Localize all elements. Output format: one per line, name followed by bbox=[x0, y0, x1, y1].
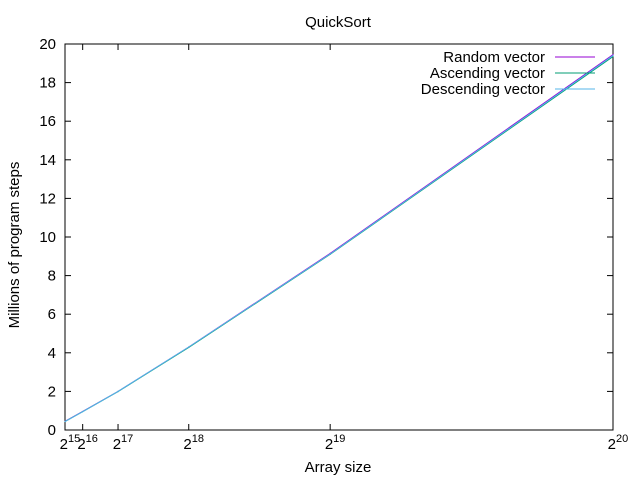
data-point bbox=[82, 411, 84, 413]
x-tick-base: 2 bbox=[60, 436, 68, 453]
x-tick-exponent: 20 bbox=[616, 433, 628, 445]
y-tick-label: 12 bbox=[39, 190, 56, 207]
x-tick-base: 2 bbox=[77, 436, 85, 453]
y-tick-label: 18 bbox=[39, 75, 56, 92]
x-tick-exponent: 17 bbox=[121, 433, 133, 445]
chart-title: QuickSort bbox=[305, 14, 372, 31]
y-tick-label: 6 bbox=[48, 306, 56, 323]
x-tick-label: 2 17 bbox=[113, 433, 134, 453]
x-tick-label: 2 18 bbox=[183, 433, 204, 453]
y-tick-label: 20 bbox=[39, 36, 56, 53]
data-point bbox=[329, 253, 331, 255]
x-tick-label: 2 15 bbox=[60, 433, 81, 453]
data-point bbox=[64, 420, 66, 423]
x-tick-base: 2 bbox=[113, 436, 121, 453]
x-tick-exponent: 16 bbox=[86, 433, 98, 445]
x-tick-label: 2 16 bbox=[77, 433, 98, 453]
series-descending-vector bbox=[64, 54, 614, 423]
x-axis-label: Array size bbox=[305, 459, 372, 476]
x-tick-label: 2 20 bbox=[608, 433, 629, 453]
x-tick-exponent: 18 bbox=[192, 433, 204, 445]
y-tick-label: 2 bbox=[48, 383, 56, 400]
legend-label: Ascending vector bbox=[430, 65, 545, 82]
legend-item: Random vector bbox=[443, 49, 595, 66]
y-tick-label: 0 bbox=[48, 422, 56, 439]
x-tick-exponent: 19 bbox=[333, 433, 345, 445]
y-tick-label: 14 bbox=[39, 152, 56, 169]
data-point bbox=[188, 346, 190, 348]
legend-item: Ascending vector bbox=[430, 65, 595, 82]
legend-label: Random vector bbox=[443, 49, 545, 66]
x-tick-exponent: 15 bbox=[68, 433, 80, 445]
data-point bbox=[117, 390, 119, 392]
legend-item: Descending vector bbox=[421, 81, 595, 98]
x-tick-base: 2 bbox=[183, 436, 191, 453]
x-tick-label: 2 19 bbox=[325, 433, 346, 453]
data-point bbox=[612, 54, 614, 56]
y-tick-label: 10 bbox=[39, 229, 56, 246]
legend-label: Descending vector bbox=[421, 81, 545, 98]
y-tick-label: 16 bbox=[39, 113, 56, 130]
series-line bbox=[64, 55, 614, 422]
data-point bbox=[612, 54, 614, 57]
y-tick-label: 8 bbox=[48, 268, 56, 285]
x-tick-base: 2 bbox=[608, 436, 616, 453]
x-tick-base: 2 bbox=[325, 436, 333, 453]
y-tick-label: 4 bbox=[48, 345, 56, 362]
y-axis-label: Millions of program steps bbox=[6, 162, 23, 329]
